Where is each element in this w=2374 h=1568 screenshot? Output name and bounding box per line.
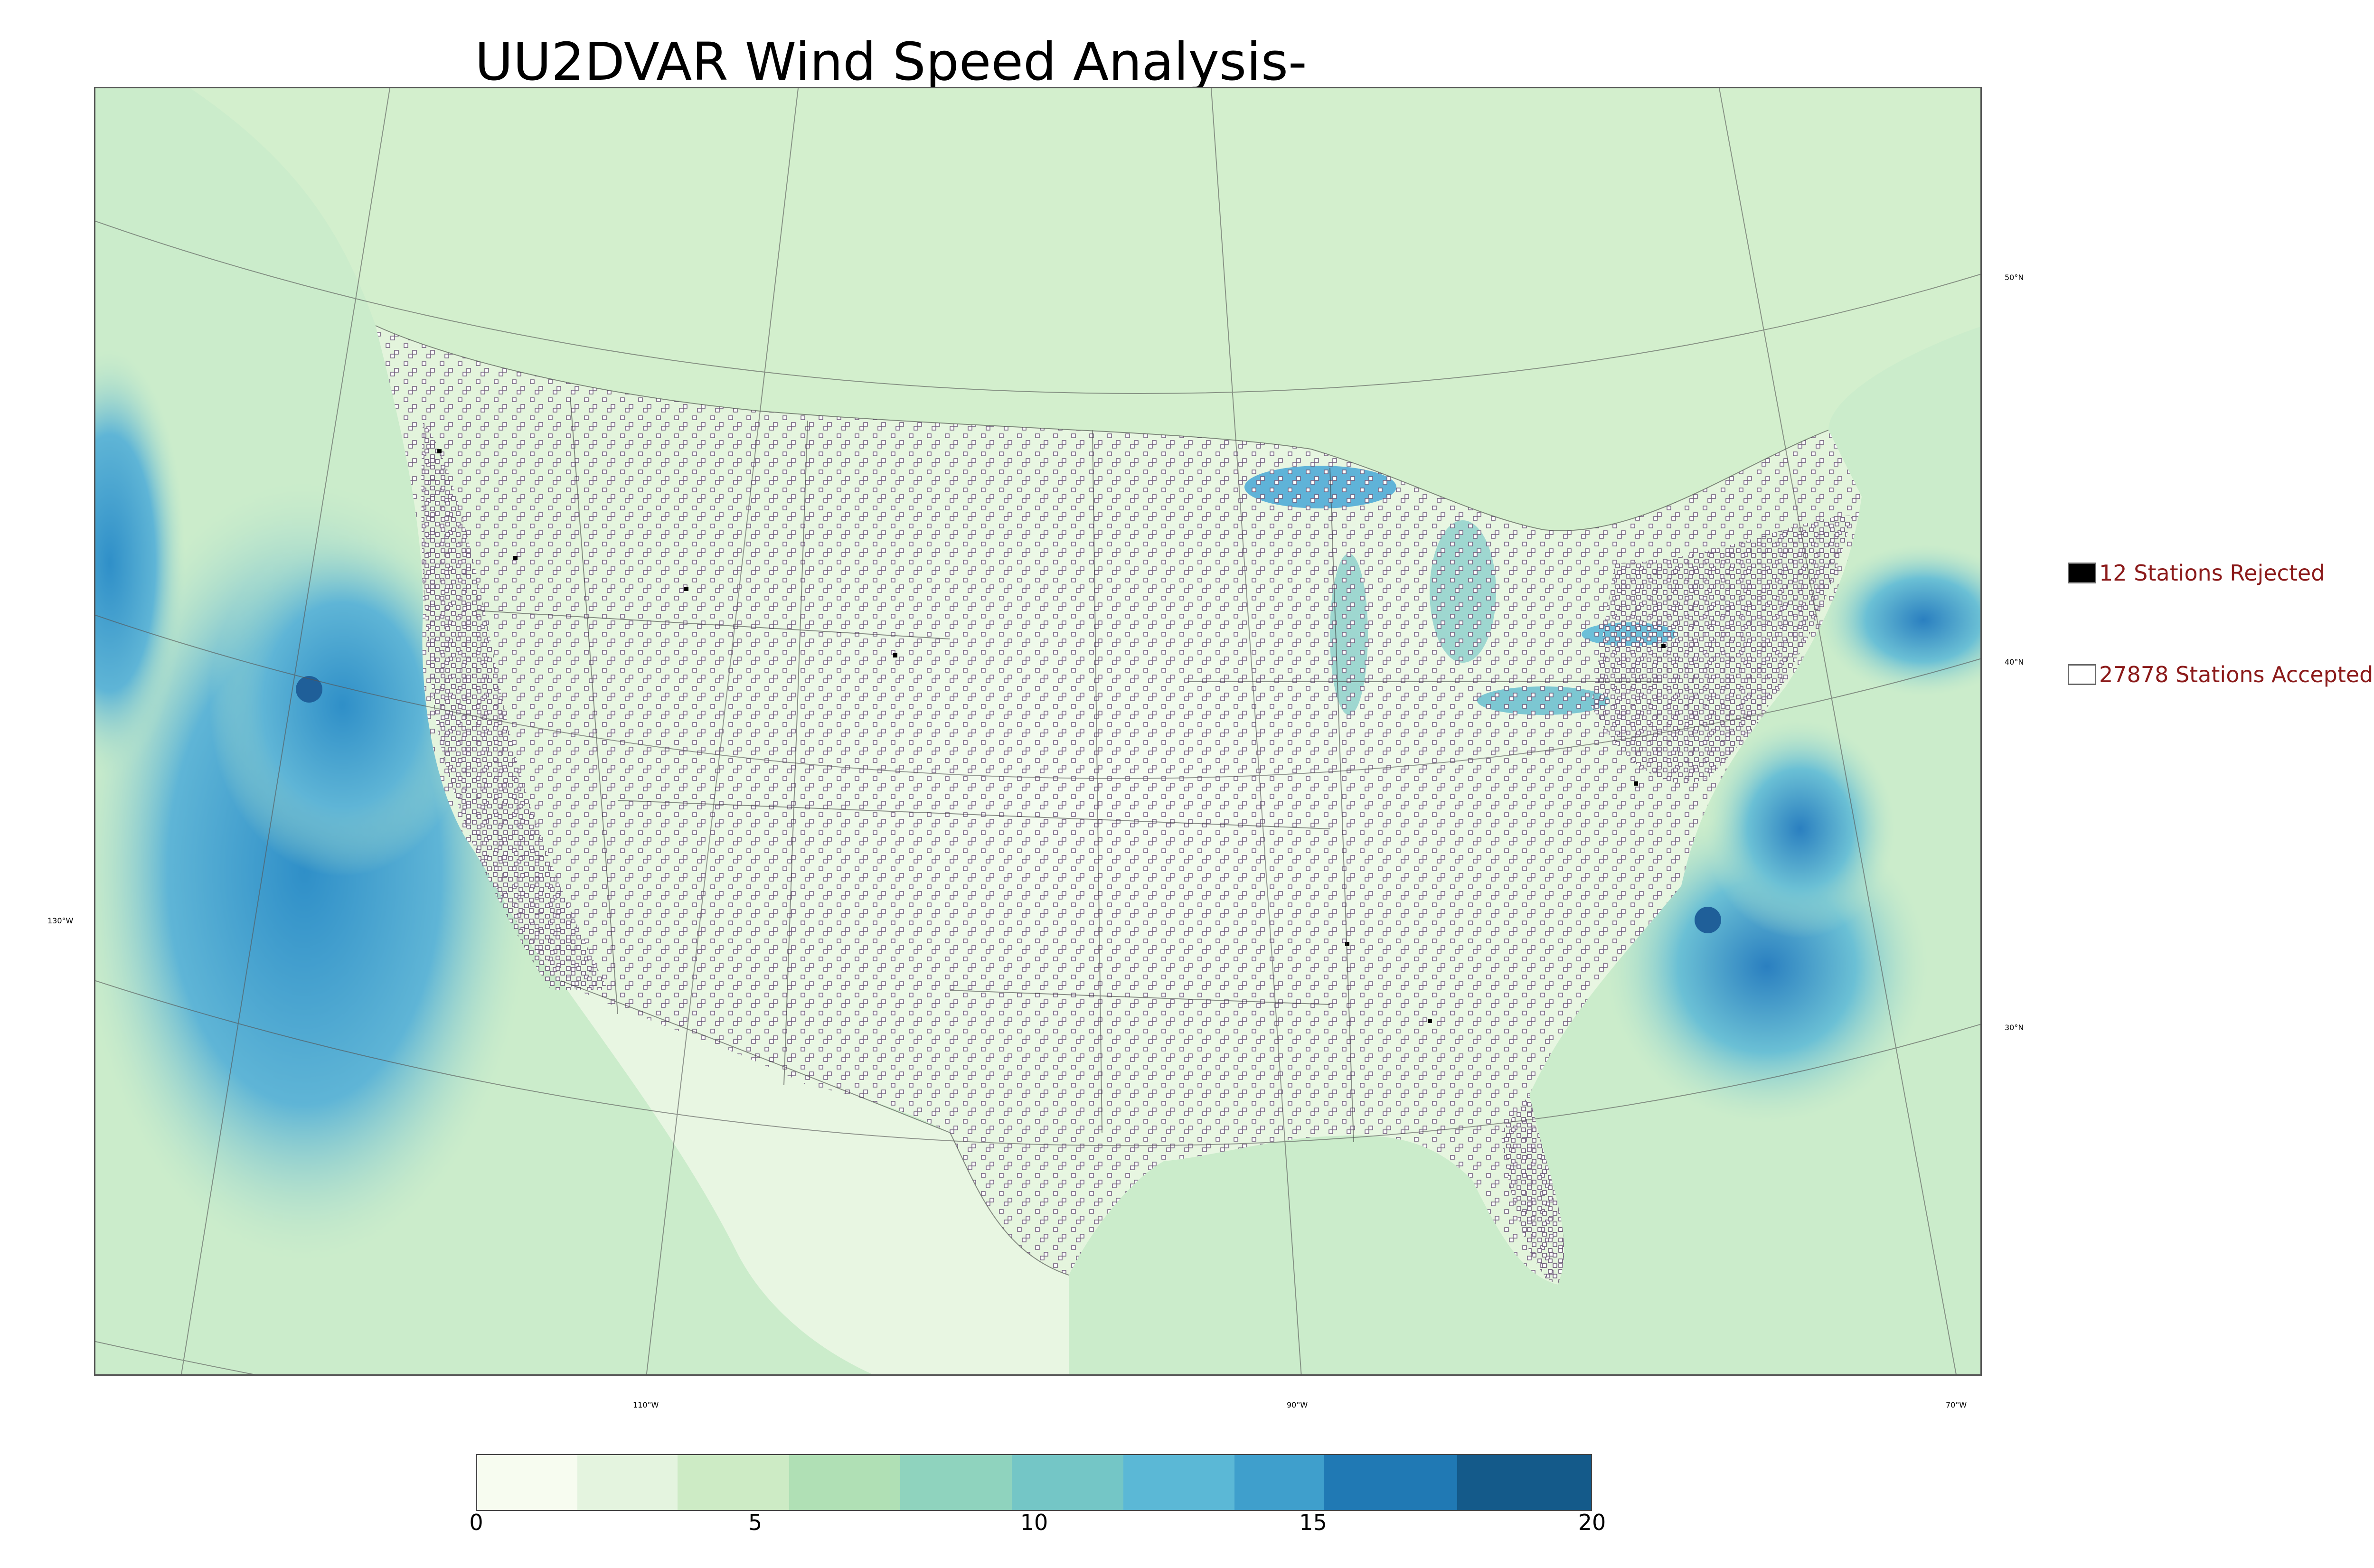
station-markers-dense-west-coast	[421, 421, 608, 990]
label-lon-90: 90°W	[1287, 1400, 1308, 1409]
station-markers-rejected	[437, 449, 1666, 1023]
label-lon-130: 130°W	[47, 916, 74, 925]
colorbar-tick-label: 20	[1578, 1510, 1606, 1535]
colorbar-segment	[577, 1455, 678, 1510]
wind-speed-map	[94, 87, 1982, 1376]
colorbar-segment	[789, 1455, 901, 1510]
colorbar-segment	[1012, 1455, 1123, 1510]
wind-map-graphic	[95, 88, 1980, 1374]
legend-rejected: 12 Stations Rejected	[2068, 560, 2325, 586]
borders	[375, 325, 1829, 1276]
colorbar-tick-label: 15	[1299, 1510, 1327, 1535]
colorbar-tick-label: 10	[1020, 1510, 1048, 1535]
mexico-landmass	[561, 981, 1069, 1374]
station-markers-accepted	[376, 326, 1862, 1285]
colorbar-segment	[900, 1455, 1012, 1510]
station-markers-dense-florida	[1501, 1095, 1564, 1285]
legend-rejected-label: 12 Stations Rejected	[2099, 560, 2325, 586]
label-lat-30: 30°N	[2005, 1023, 2024, 1032]
colorbar-segment	[1234, 1455, 1324, 1510]
colorbar-segment	[1457, 1455, 1591, 1510]
colorbar-segment	[1123, 1455, 1235, 1510]
legend-accepted-label: 27878 Stations Accepted	[2099, 662, 2374, 687]
label-lon-70: 70°W	[1946, 1400, 1967, 1409]
station-markers-dense-northeast	[1591, 516, 1852, 783]
legend-accepted-swatch	[2068, 664, 2096, 685]
colorbar-segment	[1323, 1455, 1458, 1510]
legend-rejected-swatch	[2068, 563, 2096, 583]
label-lon-110: 110°W	[633, 1400, 659, 1409]
graticule	[95, 88, 1980, 1374]
colorbar-tick-label: 0	[469, 1510, 483, 1535]
colorbar-segment	[678, 1455, 789, 1510]
colorbar-segment	[477, 1455, 578, 1510]
canada-landmass	[190, 88, 1980, 531]
label-lat-50: 50°N	[2005, 273, 2024, 282]
legend-accepted: 27878 Stations Accepted	[2068, 662, 2373, 687]
wind-speed-colorbar	[476, 1454, 1592, 1511]
label-lat-40: 40°N	[2005, 657, 2024, 667]
colorbar-tick-label: 5	[748, 1510, 763, 1535]
